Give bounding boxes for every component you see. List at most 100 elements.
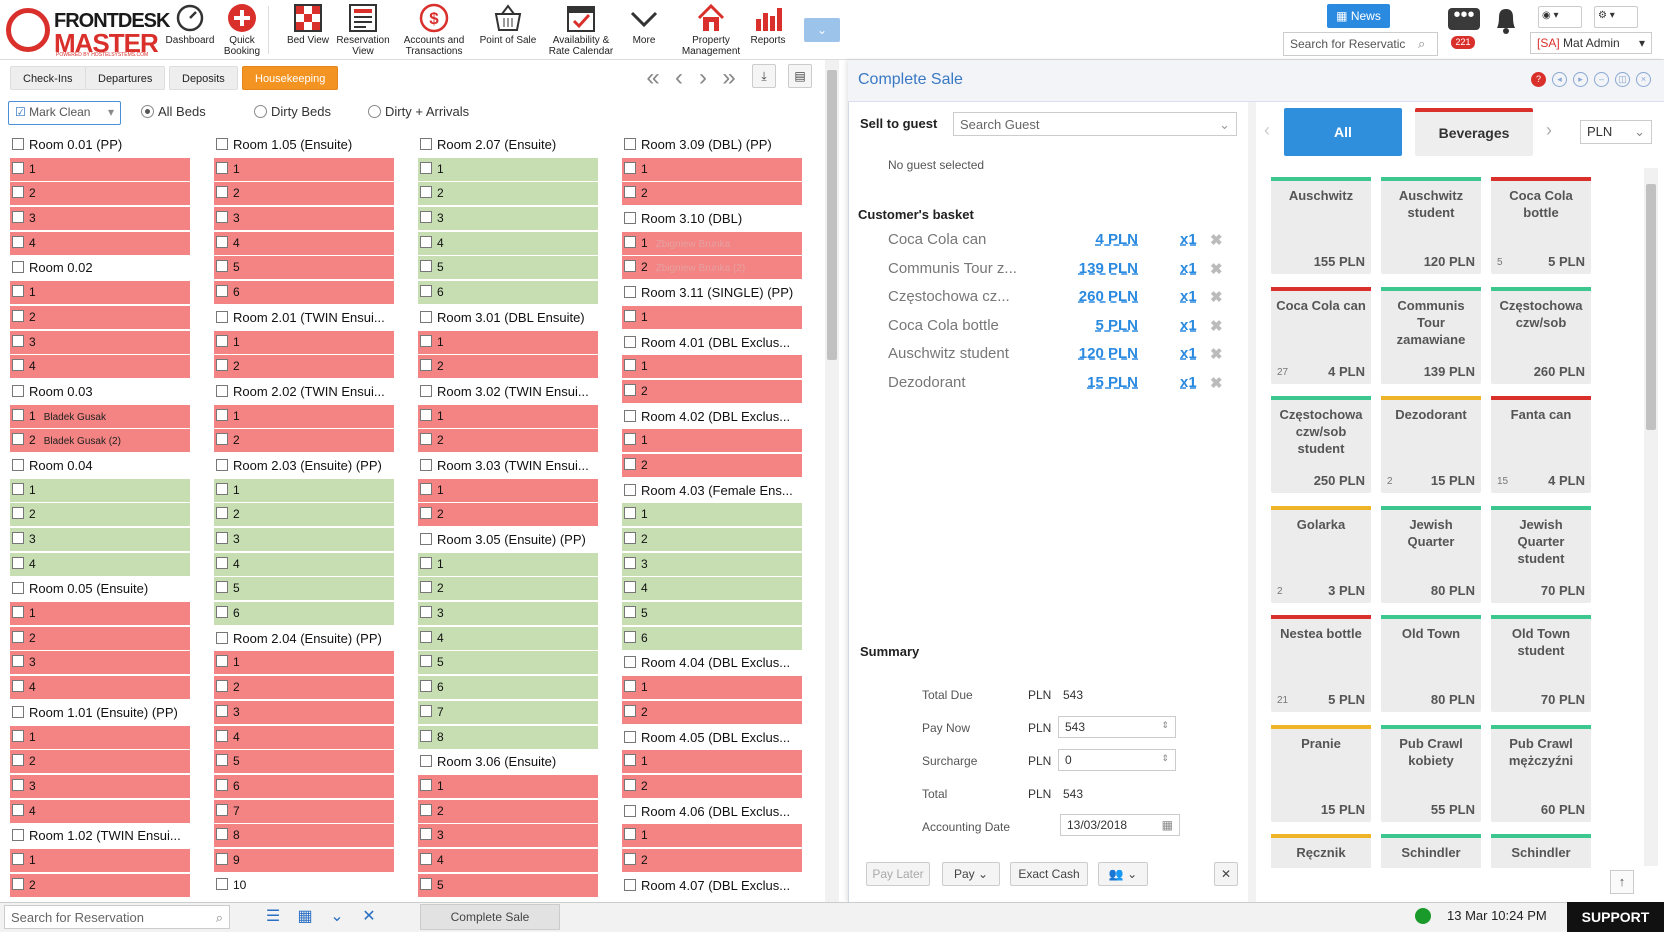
bed-row[interactable]: 1: [622, 157, 802, 181]
room-checkbox[interactable]: [420, 310, 432, 323]
tab-deposits[interactable]: Deposits: [169, 66, 238, 90]
bed-checkbox[interactable]: [420, 556, 432, 569]
room-checkbox[interactable]: [420, 138, 432, 150]
bed-row[interactable]: 1: [10, 848, 190, 872]
room-header[interactable]: Room 2.01 (TWIN Ensui...: [214, 306, 394, 331]
category-next-icon[interactable]: ›: [1546, 120, 1552, 140]
bed-row[interactable]: 5: [214, 256, 394, 280]
bed-row[interactable]: 1: [418, 330, 598, 354]
product-tile[interactable]: Auschwitz student 120 PLN: [1381, 177, 1481, 274]
basket-item-qty[interactable]: x1: [1180, 288, 1197, 305]
bed-row[interactable]: 1: [10, 602, 190, 626]
pay-now-input[interactable]: 543 ⇕: [1058, 716, 1176, 738]
bed-row[interactable]: 2: [418, 503, 598, 527]
room-header[interactable]: Room 0.05 (Ensuite): [10, 577, 190, 602]
bed-checkbox[interactable]: [624, 704, 636, 717]
bed-row[interactable]: 3: [10, 207, 190, 231]
bed-checkbox[interactable]: [624, 186, 636, 199]
bed-row[interactable]: 3: [10, 774, 190, 798]
remove-item-icon[interactable]: ✖: [1210, 289, 1223, 306]
bed-row[interactable]: 8: [214, 824, 394, 848]
bed-row[interactable]: 3: [10, 651, 190, 675]
bed-checkbox[interactable]: [12, 309, 24, 322]
room-checkbox[interactable]: [624, 286, 636, 299]
product-tile[interactable]: Auschwitz 155 PLN: [1271, 177, 1371, 274]
bed-row[interactable]: 2: [418, 182, 598, 206]
bed-checkbox[interactable]: [12, 877, 24, 890]
basket-item-price[interactable]: 139 PLN: [1078, 259, 1138, 277]
bed-checkbox[interactable]: [420, 235, 432, 248]
bed-checkbox[interactable]: [12, 235, 24, 248]
scrollbar-thumb[interactable]: [1646, 184, 1656, 430]
nav-bed-view[interactable]: Bed View: [280, 3, 336, 59]
room-checkbox[interactable]: [624, 656, 636, 669]
remove-item-icon[interactable]: ✖: [1210, 317, 1223, 335]
bed-row[interactable]: 2: [622, 848, 802, 872]
basket-item-price[interactable]: 4 PLN: [1095, 231, 1138, 248]
bed-checkbox[interactable]: [420, 581, 432, 594]
bed-row[interactable]: 1: [214, 478, 394, 502]
bed-row[interactable]: 2: [10, 626, 190, 650]
bed-checkbox[interactable]: [12, 852, 24, 865]
bed-checkbox[interactable]: [216, 704, 228, 717]
bed-row[interactable]: 4: [622, 577, 802, 601]
bed-row[interactable]: 1: [622, 750, 802, 774]
room-header[interactable]: Room 4.04 (DBL Exclus...: [622, 651, 802, 676]
bed-checkbox[interactable]: [420, 285, 432, 298]
guest-name[interactable]: Bladek Gusak (2): [43, 436, 121, 448]
bed-row[interactable]: 4: [10, 355, 190, 379]
bed-checkbox[interactable]: [624, 433, 636, 446]
bed-row[interactable]: 2: [418, 577, 598, 601]
bed-checkbox[interactable]: [420, 186, 432, 199]
room-header[interactable]: Room 3.02 (TWIN Ensui...: [418, 380, 598, 405]
language-select[interactable]: ◉ ▾: [1538, 6, 1582, 28]
bed-row[interactable]: 2 Bladek Gusak (2): [10, 429, 190, 453]
pay-later-button[interactable]: Pay Later: [866, 862, 930, 886]
forward-icon[interactable]: ▸: [1573, 72, 1588, 87]
bed-row[interactable]: 2: [622, 182, 802, 206]
currency-select[interactable]: PLN ⌄: [1580, 120, 1652, 144]
bed-checkbox[interactable]: [12, 482, 24, 495]
bed-row[interactable]: 1: [418, 774, 598, 798]
guest-name[interactable]: Zbigniew Brunka (2): [655, 263, 746, 275]
radio-all-beds[interactable]: All Beds: [141, 104, 206, 119]
bed-checkbox[interactable]: [624, 507, 636, 520]
room-checkbox[interactable]: [216, 384, 228, 397]
bed-checkbox[interactable]: [12, 186, 24, 199]
remove-item-icon[interactable]: ✖: [1210, 260, 1223, 278]
bed-row[interactable]: 2: [622, 379, 802, 403]
bed-row[interactable]: 2: [622, 528, 802, 551]
bed-row[interactable]: 2: [10, 182, 190, 206]
bed-checkbox[interactable]: [624, 532, 636, 544]
bed-row[interactable]: 1: [418, 478, 598, 502]
radio-dirty-arrivals[interactable]: Dirty + Arrivals: [368, 104, 469, 119]
product-tile[interactable]: Jewish Quarter student 70 PLN: [1491, 505, 1591, 603]
bed-row[interactable]: 4: [214, 231, 394, 255]
tab-housekeeping[interactable]: Housekeeping: [242, 66, 339, 90]
nav-reservation-view[interactable]: Reservation View: [336, 3, 390, 59]
bed-row[interactable]: 2: [622, 453, 802, 477]
basket-item-price[interactable]: 120 PLN: [1078, 345, 1138, 362]
user-menu-button[interactable]: [SA] Mat Admin ▾: [1530, 32, 1652, 54]
product-tile[interactable]: Communis Tour zamawiane 139 PLN: [1381, 286, 1481, 384]
room-header[interactable]: Room 3.05 (Ensuite) (PP): [418, 528, 598, 553]
room-header[interactable]: Room 0.03: [10, 380, 190, 405]
bed-row[interactable]: 2: [214, 355, 394, 379]
bed-checkbox[interactable]: [420, 630, 432, 643]
bed-row[interactable]: 3: [214, 207, 394, 231]
tab-departures[interactable]: Departures: [85, 66, 166, 90]
guest-name[interactable]: Zbigniew Brunka: [655, 238, 731, 250]
room-checkbox[interactable]: [420, 533, 432, 545]
bed-checkbox[interactable]: [216, 556, 228, 569]
bed-row[interactable]: 1: [622, 824, 802, 848]
room-checkbox[interactable]: [420, 384, 432, 397]
restore-icon[interactable]: ◫: [1615, 72, 1630, 87]
bed-row[interactable]: 1: [622, 503, 802, 527]
room-header[interactable]: Room 4.06 (DBL Exclus...: [622, 800, 802, 825]
back-icon[interactable]: ◂: [1552, 72, 1567, 87]
bed-row[interactable]: 1 Zbigniew Brunka: [622, 231, 802, 255]
bed-row[interactable]: 5: [418, 256, 598, 280]
bed-checkbox[interactable]: [624, 309, 636, 322]
bed-checkbox[interactable]: [216, 161, 228, 174]
bed-checkbox[interactable]: [420, 680, 432, 693]
